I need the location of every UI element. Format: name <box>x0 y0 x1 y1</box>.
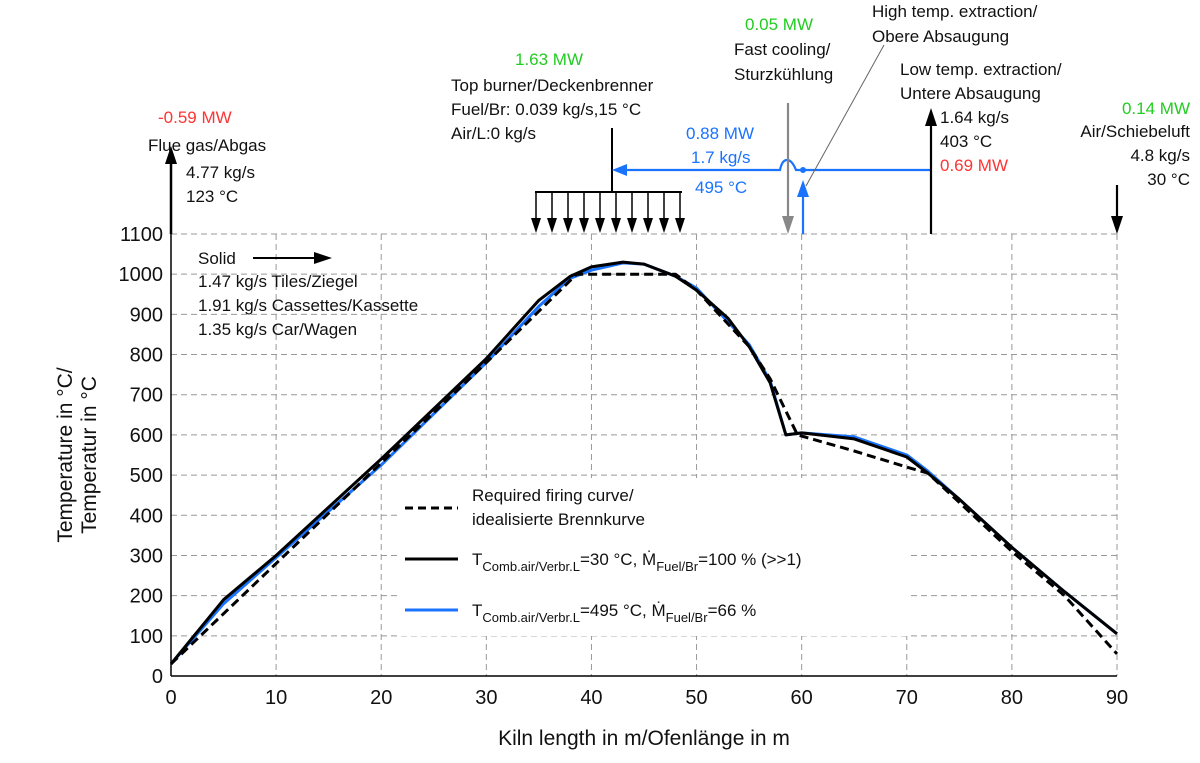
series-line-0 <box>169 272 1119 665</box>
y-tick-label: 500 <box>130 465 163 487</box>
legend-495c: TComb.air/Verbr.L=495 °C, ṀFuel/Br=66 % <box>472 601 756 625</box>
burner-arrowhead <box>563 218 573 233</box>
x-tick-label: 50 <box>685 687 707 709</box>
legend-required-line1: Required firing curve/ <box>472 486 634 505</box>
x-tick-label: 40 <box>580 687 602 709</box>
y-tick-label: 900 <box>130 304 163 326</box>
burner-label: Top burner/Deckenbrenner <box>451 76 654 95</box>
y-tick-label: 0 <box>152 666 163 688</box>
low-extraction-label2: Untere Absaugung <box>900 84 1041 103</box>
burner-fuel: Fuel/Br: 0.039 kg/s,15 °C <box>451 100 641 119</box>
y-tick-label: 1000 <box>119 264 164 286</box>
push-air-temp: 30 °C <box>1147 170 1190 189</box>
legend: Required firing curve/ idealisierte Bren… <box>400 478 910 636</box>
fast-cooling-label2: Sturzkühlung <box>734 65 833 84</box>
high-extraction-leader <box>805 44 885 187</box>
recirculation-line <box>625 158 930 172</box>
junction-dot <box>800 167 806 173</box>
push-air-label: Air/Schiebeluft <box>1080 122 1190 141</box>
solid-cassettes: 1.91 kg/s Cassettes/Kassette <box>198 296 418 315</box>
x-tick-label: 30 <box>475 687 497 709</box>
burner-arrowhead <box>547 218 557 233</box>
low-extraction-power: 0.69 MW <box>940 156 1008 175</box>
low-extraction-mass: 1.64 kg/s <box>940 108 1009 127</box>
low-extraction-arrowhead <box>925 108 937 126</box>
y-tick-label: 600 <box>130 425 163 447</box>
burner-arrowhead <box>627 218 637 233</box>
recirc-power: 0.88 MW <box>686 124 754 143</box>
burner-power: 1.63 MW <box>515 50 583 69</box>
y-tick-label: 200 <box>130 586 163 608</box>
x-tick-label: 70 <box>896 687 918 709</box>
burner-arrows <box>531 128 685 233</box>
y-axis-label-line1: Temperature in °C/ <box>54 367 77 542</box>
burner-arrowhead <box>611 218 621 233</box>
y-tick-label: 300 <box>130 545 163 567</box>
x-tick-label: 60 <box>791 687 813 709</box>
solid-car: 1.35 kg/s Car/Wagen <box>198 320 357 339</box>
y-tick-label: 1100 <box>120 224 163 246</box>
burner-arrowhead <box>579 218 589 233</box>
burner-air: Air/L:0 kg/s <box>451 124 536 143</box>
low-extraction-label1: Low temp. extraction/ <box>900 60 1062 79</box>
x-axis-label: Kiln length in m/Ofenlänge in m <box>498 727 790 750</box>
burner-arrowhead <box>659 218 669 233</box>
burner-arrowhead <box>595 218 605 233</box>
x-tick-label: 20 <box>370 687 392 709</box>
legend-30c: TComb.air/Verbr.L=30 °C, ṀFuel/Br=100 % … <box>472 550 802 574</box>
solid-label: Solid <box>198 249 236 268</box>
fast-cooling-power: 0.05 MW <box>745 15 813 34</box>
y-tick-label: 700 <box>130 385 163 407</box>
solid-direction-arrowhead <box>314 252 332 264</box>
high-extraction-label2: Obere Absaugung <box>872 27 1009 46</box>
flue-gas-mass: 4.77 kg/s <box>186 163 255 182</box>
high-extraction-label1: High temp. extraction/ <box>872 2 1038 21</box>
flue-gas-power: -0.59 MW <box>158 108 232 127</box>
push-air-power: 0.14 MW <box>1122 99 1190 118</box>
y-tick-label: 800 <box>130 345 163 367</box>
recirc-temp: 495 °C <box>695 178 747 197</box>
y-tick-label: 100 <box>130 626 163 648</box>
recirc-mass: 1.7 kg/s <box>691 148 751 167</box>
x-tick-label: 90 <box>1106 687 1128 709</box>
high-extraction-arrowhead <box>797 180 809 197</box>
x-tick-label: 10 <box>265 687 287 709</box>
recirculation-arrowhead <box>612 164 627 176</box>
legend-required-line2: idealisierte Brennkurve <box>472 510 645 529</box>
axes: 0 10 20 30 40 50 60 70 80 90010020030040050060070… <box>119 224 1129 709</box>
burner-arrowhead <box>643 218 653 233</box>
y-tick-label: 400 <box>130 505 163 527</box>
low-extraction-temp: 403 °C <box>940 132 992 151</box>
burner-arrowhead <box>531 218 541 233</box>
series-lines <box>169 260 1119 665</box>
solid-tiles: 1.47 kg/s Tiles/Ziegel <box>198 272 358 291</box>
flue-gas-label: Flue gas/Abgas <box>148 136 266 155</box>
push-air-mass: 4.8 kg/s <box>1130 146 1190 165</box>
fast-cooling-label1: Fast cooling/ <box>734 40 831 59</box>
flue-gas-temp: 123 °C <box>186 187 238 206</box>
fast-cooling-arrowhead <box>782 216 794 234</box>
burner-arrowhead <box>675 218 685 233</box>
flue-gas-arrowhead <box>165 146 177 164</box>
push-air-arrowhead <box>1111 216 1123 234</box>
x-tick-label: 0 <box>165 687 176 709</box>
x-tick-label: 80 <box>1001 687 1023 709</box>
y-axis-label-line2: Temperatur in °C <box>78 376 101 534</box>
